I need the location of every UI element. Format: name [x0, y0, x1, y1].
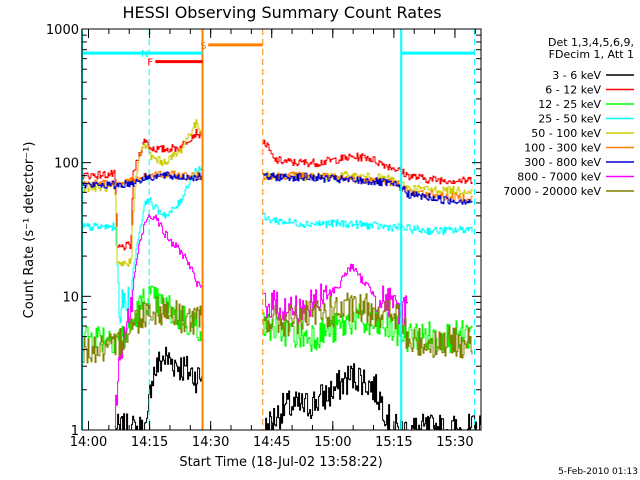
plot-frame [81, 28, 482, 431]
legend-item-12-25-kev: 12 - 25 keV [538, 98, 634, 111]
legend-item-800-7000-kev: 800 - 7000 keV [517, 171, 634, 184]
x-tick-label: 14:45 [253, 435, 290, 450]
x-axis-ticks: 14:00 14:15 14:30 14:45 15:00 15:15 15:30 [70, 29, 476, 450]
x-axis-label: Start Time (18-Jul-02 13:58:22) [179, 455, 382, 470]
generation-timestamp: 5-Feb-2010 01:13 [558, 467, 638, 477]
legend-label: 7000 - 20000 keV [503, 185, 601, 198]
chart-title: HESSI Observing Summary Count Rates [122, 3, 441, 22]
legend-label: 3 - 6 keV [552, 69, 601, 82]
flag-label-F: F [147, 58, 153, 69]
legend-label: 25 - 50 keV [538, 113, 601, 126]
legend: Det 1,3,4,5,6,9, FDecim 1, Att 1 3 - 6 k… [503, 36, 634, 198]
series-7000-20000-kev [82, 292, 473, 364]
trace-25-50-kev [82, 166, 473, 324]
legend-label: 100 - 300 keV [524, 142, 601, 155]
x-tick-label: 14:30 [192, 435, 229, 450]
x-tick-label: 14:15 [131, 435, 168, 450]
y-tick-label: 1 [71, 424, 79, 439]
trace-300-800-kev [82, 171, 473, 205]
legend-item-300-800-kev: 300 - 800 keV [524, 156, 634, 169]
y-axis-ticks: 1 10 100 1000 [46, 23, 481, 439]
series-300-800-kev [82, 171, 473, 205]
x-tick-label: 15:30 [436, 435, 473, 450]
y-tick-label: 10 [62, 290, 79, 305]
legend-item-3-6-kev: 3 - 6 keV [552, 69, 634, 82]
legend-label: 800 - 7000 keV [517, 171, 601, 184]
legend-label: 300 - 800 keV [524, 156, 601, 169]
legend-item-100-300-kev: 100 - 300 keV [524, 142, 634, 155]
x-tick-label: 15:15 [375, 435, 412, 450]
legend-label: 50 - 100 keV [531, 127, 601, 140]
trace-3-6-kev [114, 346, 482, 431]
y-tick-label: 1000 [46, 23, 79, 38]
y-tick-label: 100 [54, 157, 79, 172]
legend-item-6-12-kev: 6 - 12 keV [545, 84, 634, 97]
trace-7000-20000-kev [82, 292, 473, 364]
legend-label: 6 - 12 keV [545, 84, 601, 97]
series-3-6-kev [114, 346, 482, 431]
legend-item-25-50-kev: 25 - 50 keV [538, 113, 634, 126]
series-25-50-kev [82, 166, 473, 324]
x-tick-label: 15:00 [314, 435, 351, 450]
flag-label-N: N [141, 49, 148, 60]
series-layer [82, 119, 482, 431]
legend-header-line-1: Det 1,3,4,5,6,9, [548, 36, 634, 49]
legend-header-line-2: FDecim 1, Att 1 [549, 48, 634, 61]
flag-label-S: S [200, 41, 206, 52]
flag-bars: NF S [82, 41, 475, 69]
legend-item-7000-20000-kev: 7000 - 20000 keV [503, 185, 634, 198]
x-tick-label: 14:00 [70, 435, 107, 450]
legend-item-50-100-kev: 50 - 100 keV [531, 127, 634, 140]
y-axis-label: Count Rate (s⁻¹ detector⁻¹) [22, 142, 37, 319]
legend-label: 12 - 25 keV [538, 98, 601, 111]
